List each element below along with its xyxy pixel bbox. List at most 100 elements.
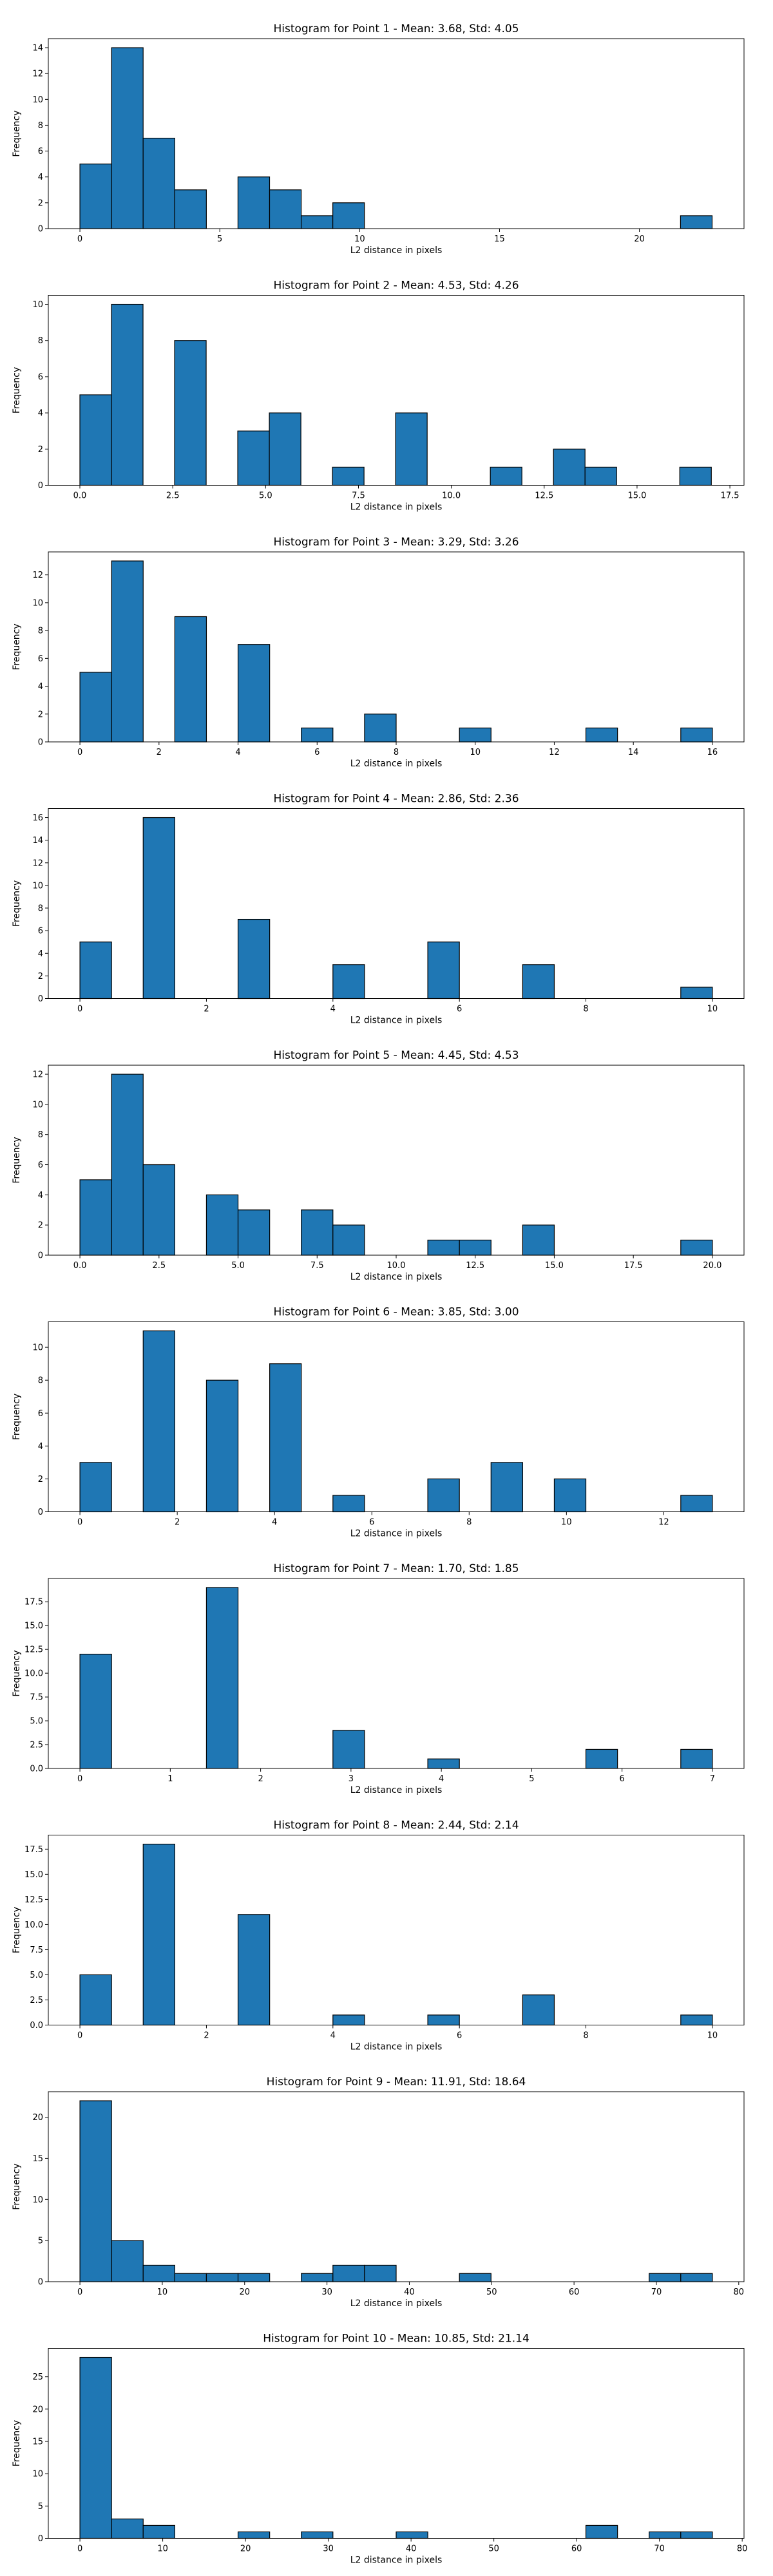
chart-5-ytick-label: 4 xyxy=(38,1191,43,1200)
chart-1-ytick-label: 4 xyxy=(38,173,43,182)
chart-2-ytick-label: 0 xyxy=(38,481,43,491)
chart-10-ytick-label: 20 xyxy=(32,2405,43,2414)
chart-4-ytick-label: 12 xyxy=(32,858,43,868)
chart-2-ytick-label: 6 xyxy=(38,372,43,382)
chart-1-bar xyxy=(269,189,302,229)
chart-8-axes-frame xyxy=(48,1835,745,2025)
chart-9-bar xyxy=(142,2264,175,2282)
chart-9-ytick-label: 0 xyxy=(38,2278,43,2287)
chart-5-bar xyxy=(237,1209,271,1256)
chart-10-bar xyxy=(111,2518,144,2539)
chart-8-bar xyxy=(79,1974,112,2026)
chart-3-bar xyxy=(585,727,618,743)
chart-10-xtick-label: 0 xyxy=(77,2544,82,2554)
chart-7-xtick-label: 1 xyxy=(167,1774,173,1784)
chart-6-ytick-label: 6 xyxy=(38,1409,43,1419)
chart-6-title: Histogram for Point 6 - Mean: 3.85, Std:… xyxy=(273,1306,519,1319)
chart-6-xtick-label: 0 xyxy=(77,1518,82,1528)
chart-8-bar xyxy=(427,2014,460,2026)
chart-7-ylabel: Frequency xyxy=(12,1650,22,1696)
chart-3-xtick-label: 2 xyxy=(157,748,162,757)
chart-10-bar xyxy=(396,2531,428,2539)
chart-1-ytick-label: 14 xyxy=(32,44,43,53)
chart-4-xtick-label: 10 xyxy=(707,1005,718,1014)
chart-3-xtick-label: 12 xyxy=(549,748,560,757)
chart-10-bar xyxy=(301,2531,334,2539)
chart-7-xtick-label: 0 xyxy=(77,1774,82,1784)
chart-8-ytick-label: 15.0 xyxy=(24,1870,43,1880)
chart-7-xtick-label: 7 xyxy=(710,1774,715,1784)
chart-5-bar xyxy=(680,1239,713,1256)
chart-8-ytick-label: 0.0 xyxy=(30,2021,43,2031)
chart-10-ytick-label: 25 xyxy=(32,2372,43,2382)
chart-7-bar xyxy=(427,1758,460,1769)
chart-4-xlabel: L2 distance in pixels xyxy=(350,1016,443,1026)
chart-5-xtick-label: 5.0 xyxy=(231,1261,245,1271)
chart-5-ytick-label: 8 xyxy=(38,1130,43,1140)
chart-8-ytick-label: 7.5 xyxy=(30,1946,43,1955)
chart-6-bar xyxy=(205,1379,239,1513)
chart-2-xtick-label: 17.5 xyxy=(721,491,740,501)
chart-6-xtick-label: 4 xyxy=(272,1518,277,1528)
chart-7-ytick-label: 7.5 xyxy=(30,1693,43,1703)
chart-6-xlabel: L2 distance in pixels xyxy=(350,1529,443,1539)
chart-6-ytick-label: 10 xyxy=(32,1343,43,1353)
chart-6-bar xyxy=(79,1462,112,1513)
chart-6-bar xyxy=(490,1462,523,1513)
chart-7-ytick-label: 15.0 xyxy=(24,1622,43,1631)
chart-4-bar xyxy=(237,918,271,999)
chart-9-xtick-label: 40 xyxy=(404,2287,415,2297)
chart-8-xtick-label: 6 xyxy=(457,2031,462,2041)
chart-4-bar xyxy=(79,942,112,999)
chart-3-xtick-label: 16 xyxy=(707,748,718,757)
chart-5-ytick-label: 12 xyxy=(32,1070,43,1080)
chart-1-xtick-label: 15 xyxy=(494,234,505,244)
chart-10-axes-frame xyxy=(48,2348,745,2539)
chart-9-ytick-label: 15 xyxy=(32,2154,43,2164)
chart-7-xtick-label: 3 xyxy=(348,1774,354,1784)
chart-1-bar xyxy=(680,215,713,229)
chart-10-ytick-label: 15 xyxy=(32,2437,43,2447)
chart-5-bar xyxy=(205,1194,239,1256)
chart-3-xtick-label: 4 xyxy=(235,748,240,757)
chart-5-ytick-label: 6 xyxy=(38,1160,43,1170)
chart-1-bar xyxy=(174,189,207,229)
chart-9-bar xyxy=(237,2273,271,2282)
chart-8-xtick-label: 0 xyxy=(77,2031,82,2041)
chart-7-ytick-label: 2.5 xyxy=(30,1741,43,1750)
chart-2-xtick-label: 2.5 xyxy=(166,491,180,501)
chart-3-xtick-label: 10 xyxy=(470,748,481,757)
chart-1-ytick-label: 0 xyxy=(38,225,43,234)
chart-4-ytick-label: 2 xyxy=(38,972,43,981)
chart-10-xtick-label: 10 xyxy=(157,2544,168,2554)
chart-8-ytick-label: 12.5 xyxy=(24,1895,43,1905)
chart-8-bar xyxy=(237,1914,271,2026)
chart-1-xtick-label: 0 xyxy=(77,234,82,244)
chart-10-bar xyxy=(142,2524,175,2539)
chart-3-ytick-label: 8 xyxy=(38,627,43,636)
chart-8-bar xyxy=(142,1843,175,2026)
chart-10-xtick-label: 60 xyxy=(571,2544,582,2554)
chart-9-axes-frame xyxy=(48,2091,745,2282)
chart-9-bar xyxy=(301,2273,334,2282)
chart-4-bar xyxy=(142,817,175,999)
chart-6-ylabel: Frequency xyxy=(12,1394,22,1440)
chart-7-bar xyxy=(79,1653,112,1769)
chart-6-ytick-label: 0 xyxy=(38,1508,43,1517)
chart-9-title: Histogram for Point 9 - Mean: 11.91, Std… xyxy=(267,2076,526,2088)
chart-1-bar xyxy=(111,47,144,229)
chart-5-bar xyxy=(522,1224,555,1256)
chart-1-bar xyxy=(300,215,334,229)
chart-7-ytick-label: 0.0 xyxy=(30,1765,43,1774)
chart-4-ytick-label: 10 xyxy=(32,881,43,891)
chart-2-bar xyxy=(237,430,270,486)
chart-4-title: Histogram for Point 4 - Mean: 2.86, Std:… xyxy=(273,793,519,806)
chart-2-xlabel: L2 distance in pixels xyxy=(350,502,443,513)
chart-2-bar xyxy=(490,466,522,486)
chart-1-bar xyxy=(79,164,112,229)
chart-5-xtick-label: 15.0 xyxy=(545,1261,564,1271)
chart-1-ytick-label: 6 xyxy=(38,147,43,156)
chart-4-xtick-label: 0 xyxy=(77,1005,82,1014)
chart-8-bar xyxy=(522,1994,555,2026)
chart-2-bar xyxy=(553,448,586,486)
